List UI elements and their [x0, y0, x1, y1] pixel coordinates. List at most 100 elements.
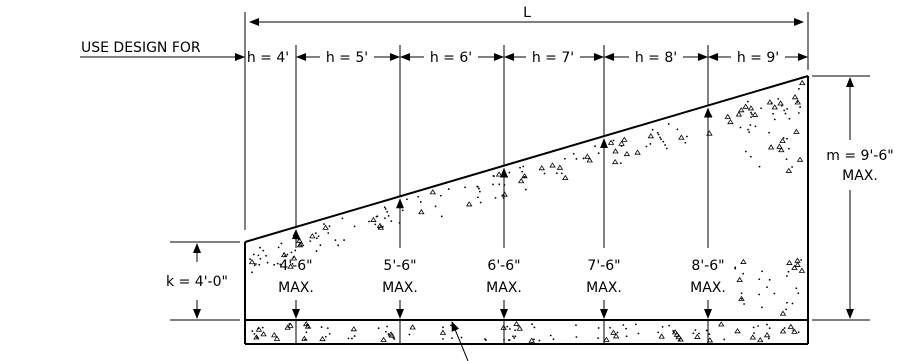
hatch-mark — [465, 201, 473, 207]
hatch-mark — [495, 171, 503, 177]
h-segment-label: h = 8' — [635, 50, 677, 66]
hatch-mark — [778, 146, 785, 153]
hatch-dot — [634, 323, 637, 326]
hatch-mark — [740, 258, 747, 264]
hatch-mark — [757, 337, 764, 343]
hatch-dot — [661, 326, 664, 328]
hatch-dot — [786, 137, 788, 140]
hatch-dot — [800, 259, 803, 261]
hatch-dot — [788, 117, 791, 120]
hatch-dot — [258, 263, 261, 266]
hatch-dot — [787, 270, 790, 273]
hatch-dot — [751, 113, 753, 116]
hatch-mark — [777, 100, 784, 106]
hatch-dot — [283, 252, 285, 255]
hatch-mark — [280, 251, 288, 258]
hatch-dot — [533, 326, 536, 329]
hatch-dot — [343, 239, 345, 241]
hatch-mark — [647, 133, 655, 139]
hatch-dot — [506, 175, 508, 178]
hatch-dot — [746, 100, 749, 103]
hatch-dot — [320, 326, 323, 328]
hatch-dot — [477, 186, 480, 188]
hatch-dot — [460, 336, 463, 339]
hatch-dot — [386, 210, 389, 213]
hatch-dot — [665, 147, 668, 150]
hatch-mark — [785, 167, 793, 173]
hatch-dot — [659, 136, 661, 139]
hatch-mark — [255, 326, 263, 332]
hatch-dot — [478, 190, 481, 193]
hatch-dot — [750, 111, 752, 114]
hatch-dot — [323, 223, 325, 225]
hatch-dot — [657, 133, 660, 136]
hatch-dot — [625, 327, 627, 330]
hatch-dot — [314, 232, 317, 235]
hatch-dot — [290, 251, 293, 254]
hatch-dot — [656, 131, 659, 134]
hatch-dot — [387, 333, 390, 335]
hatch-dot — [464, 186, 467, 189]
hatch-dot — [785, 158, 788, 161]
hatch-dot — [304, 338, 306, 341]
hatch-dot — [531, 323, 533, 326]
hatch-mark — [724, 113, 731, 119]
hatch-dot — [560, 172, 563, 175]
hatch-mark — [612, 333, 620, 339]
hatch-dot — [327, 232, 330, 234]
wall-outline — [244, 75, 809, 345]
hatch-mark — [749, 334, 757, 340]
hatch-mark — [418, 208, 425, 215]
hatch-dot — [563, 157, 566, 160]
hatch-dot — [317, 235, 320, 238]
hatch-dot — [692, 332, 695, 335]
hatch-mark — [319, 335, 326, 342]
hatch-dot — [513, 337, 516, 339]
hatch-dot — [597, 327, 600, 329]
hatch-dot — [668, 324, 671, 327]
hatch-mark — [771, 104, 778, 110]
hatch-dot — [477, 196, 479, 199]
hatch-dot — [734, 266, 737, 269]
hatch-dot — [649, 143, 652, 145]
hatch-dot — [620, 145, 623, 147]
hatch-dot — [740, 292, 743, 295]
hatch-mark — [779, 328, 787, 334]
h-segment-label: h = 6' — [430, 50, 472, 66]
hatch-dot — [506, 325, 509, 328]
hatch-dot — [353, 335, 356, 337]
hatch-dot — [514, 329, 517, 332]
hatch-dot — [594, 145, 596, 148]
hatch-mark — [549, 162, 556, 168]
hatch-dot — [347, 337, 350, 340]
hatch-mark — [516, 325, 523, 331]
hatch-dot — [307, 326, 310, 329]
hatch-dot — [516, 324, 519, 327]
hatch-mark — [309, 233, 316, 239]
hatch-dot — [753, 332, 755, 335]
hatch-mark — [727, 118, 734, 125]
height-max-label: MAX. — [486, 280, 522, 296]
hatch-mark — [290, 255, 298, 261]
hatch-dot — [261, 326, 264, 329]
hatch-dot — [797, 331, 800, 334]
hatch-mark — [556, 164, 564, 170]
height-value-label: 5'-6" — [383, 258, 416, 274]
hatch-mark — [794, 257, 801, 263]
length-dimension: L — [244, 5, 809, 230]
hatch-mark — [763, 332, 771, 338]
hatch-mark — [734, 328, 741, 334]
hatch-mark — [738, 107, 745, 113]
hatch-mark — [409, 324, 416, 330]
length-label: L — [523, 5, 531, 21]
hatch-mark — [791, 264, 798, 270]
hatch-dot — [386, 325, 389, 328]
hatch-dot — [766, 323, 768, 326]
concrete-hatch — [248, 79, 806, 343]
hatch-dot — [768, 278, 771, 281]
hatch-dot — [450, 324, 452, 327]
hatch-dot — [508, 328, 511, 330]
hatch-dot — [384, 217, 386, 220]
hatch-mark — [260, 331, 267, 337]
hatch-dot — [524, 188, 527, 191]
